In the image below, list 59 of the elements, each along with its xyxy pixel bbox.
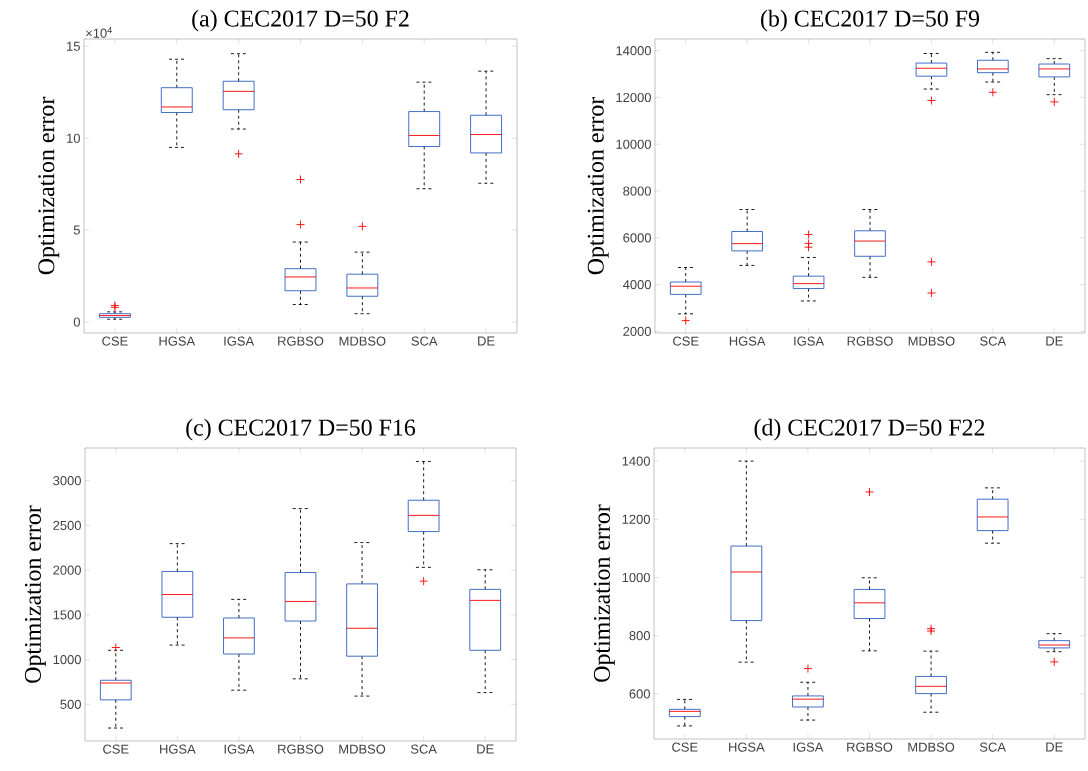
x-tick-label: HGSA <box>729 336 766 346</box>
y-tick-label: 2000 <box>623 326 651 336</box>
y-axis-title: Optimization error <box>593 504 615 682</box>
y-tick-label: 15 <box>67 41 80 51</box>
x-tick-label: MDBSO <box>339 336 386 346</box>
x-tick-label: IGSA <box>794 336 825 346</box>
x-tick-label: RGBSO <box>278 336 324 346</box>
chart-title: (c) CEC2017 D=50 F16 <box>186 418 416 441</box>
y-tick-label: 5 <box>73 225 80 235</box>
y-tick-label: 800 <box>629 631 650 641</box>
text: ×10$^{4}$ <box>86 27 112 38</box>
y-tick-label: 2000 <box>53 565 81 575</box>
y-tick-label: 1000 <box>622 572 650 583</box>
y-tick-label: 600 <box>629 689 650 699</box>
x-tick-label: RGBSO <box>847 742 893 752</box>
y-tick-label: 3000 <box>53 476 81 486</box>
x-tick-label: MDBSO <box>908 742 955 752</box>
x-tick-label: IGSA <box>224 744 255 754</box>
y-tick-label: 10 <box>67 133 80 143</box>
y-axis-title: Optimization error <box>24 505 46 683</box>
x-tick-label: SCA <box>411 336 438 346</box>
x-tick-label: CSE <box>672 742 698 752</box>
y-tick-label: 4000 <box>622 279 651 290</box>
y-tick-label: 1200 <box>622 514 650 524</box>
y-tick-label: 12000 <box>616 92 651 103</box>
x-tick-label: MDBSO <box>908 336 955 346</box>
y-tick-label: 1400 <box>622 456 650 466</box>
chart-title: (a) CEC2017 D=50 F2 <box>192 9 409 32</box>
x-tick-label: HGSA <box>159 336 196 346</box>
chart-title: (d) CEC2017 D=50 F22 <box>754 418 985 441</box>
y-axis-title: Optimization error <box>38 96 60 275</box>
x-tick-label: SCA <box>979 742 1006 752</box>
x-tick-label: DE <box>477 744 494 754</box>
y-tick-label: 1500 <box>53 610 81 620</box>
x-tick-label: HGSA <box>729 742 765 752</box>
x-tick-label: RGBSO <box>278 744 324 754</box>
y-tick-label: 500 <box>60 699 81 709</box>
x-tick-label: CSE <box>103 744 129 754</box>
x-tick-label: HGSA <box>160 744 196 754</box>
y-tick-label: 0 <box>73 317 80 327</box>
x-tick-label: DE <box>1046 742 1063 752</box>
y-tick-label: 6000 <box>623 233 651 243</box>
y-tick-label: 8000 <box>623 186 651 196</box>
x-tick-label: IGSA <box>793 742 824 752</box>
x-tick-label: IGSA <box>224 336 255 346</box>
y-tick-label: 2500 <box>53 520 81 530</box>
x-tick-label: SCA <box>980 336 1007 346</box>
chart-title: (b) CEC2017 D=50 F9 <box>761 9 980 32</box>
x-tick-label: DE <box>478 336 495 346</box>
x-tick-label: RGBSO <box>847 336 893 346</box>
y-axis-title: Optimization error <box>587 96 609 275</box>
x-tick-label: CSE <box>673 336 699 346</box>
x-tick-label: SCA <box>410 744 437 754</box>
x-tick-label: CSE <box>102 336 128 346</box>
y-tick-label: 10000 <box>616 139 651 149</box>
y-tick-label: 1000 <box>53 655 81 665</box>
x-tick-label: MDBSO <box>339 744 386 754</box>
y-tick-label: 14000 <box>616 46 651 56</box>
x-tick-label: DE <box>1046 336 1063 346</box>
